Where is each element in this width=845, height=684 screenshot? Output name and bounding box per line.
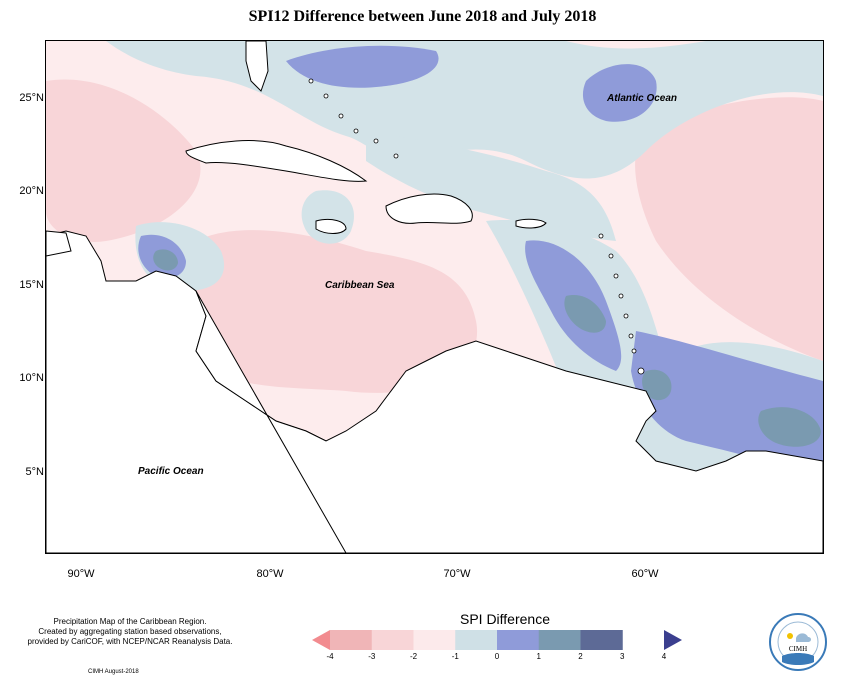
land-puerto-rico [515, 218, 547, 229]
map-panel [45, 40, 824, 554]
spi-band-pos1-atlantic [582, 64, 657, 122]
legend-tick-label: 2 [578, 652, 583, 661]
lat-label-25n: 25°N [19, 92, 44, 104]
map-title: SPI12 Difference between June 2018 and J… [248, 8, 597, 25]
spi-band-pos2-honduras [153, 249, 178, 271]
legend-tick-label: 0 [494, 652, 500, 661]
lat-label-20n: 20°N [19, 185, 44, 197]
spi-band-pos1-guianas [631, 331, 823, 481]
ocean-label-atlantic: Atlantic Ocean [607, 93, 678, 104]
legend-title: SPI Difference [459, 611, 550, 627]
cimh-logo: CIMH [768, 612, 828, 672]
legend-swatch [330, 630, 373, 650]
cimh-logo-icon: CIMH [769, 613, 827, 671]
land-lesser-antilles [598, 233, 645, 375]
lon-label-60w: 60°W [631, 568, 659, 580]
footer-note: Precipitation Map of the Caribbean Regio… [10, 617, 250, 647]
spi-band-pos2-east [564, 295, 606, 333]
legend-tick-label: -4 [326, 652, 334, 661]
legend-swatch [371, 630, 414, 650]
ocean-label-caribbean: Caribbean Sea [325, 280, 395, 291]
spi-band-pos2-trinidad [642, 369, 672, 401]
legend-swatch [538, 630, 581, 650]
legend-colorbar [312, 630, 682, 650]
legend-swatch [413, 630, 456, 650]
legend-arrow-high [664, 630, 682, 650]
spi-band-neg1-caribbean [196, 230, 478, 393]
lat-label-15n: 15°N [19, 279, 44, 291]
legend-tick-label: 3 [620, 652, 625, 661]
lon-label-70w: 70°W [443, 568, 471, 580]
ocean-label-pacific: Pacific Ocean [138, 466, 204, 477]
spi-band-pos2-guianas [758, 407, 821, 447]
footer-note-line-3: provided by CariCOF, with NCEP/NCAR Rean… [27, 637, 233, 646]
legend-swatch [580, 630, 623, 650]
land-south-america [195, 290, 823, 553]
legend-tick-label: 1 [536, 652, 541, 661]
land-hispaniola [385, 193, 473, 224]
lat-label-10n: 10°N [19, 372, 44, 384]
spi-band-neg1-gulf [46, 79, 201, 242]
footer-credit: CIMH August-2018 [88, 669, 139, 675]
legend-tick-label: -1 [451, 652, 459, 661]
legend-arrow-low [312, 630, 330, 650]
land-bahamas [308, 78, 399, 159]
land-florida [245, 41, 269, 92]
legend-tick-label: -2 [409, 652, 418, 661]
land-cuba [185, 140, 368, 182]
spi-map [46, 41, 823, 553]
land-jamaica [315, 218, 347, 234]
legend-tick-label: 4 [661, 652, 667, 661]
spi-band-pos0-antilles [366, 131, 616, 241]
spi-band-neg1-atlantic [635, 97, 823, 361]
land-yucatan [46, 230, 72, 257]
legend-swatch [497, 630, 540, 650]
footer-note-line-1: Precipitation Map of the Caribbean Regio… [53, 617, 207, 626]
spi-band-pos1-bahamas [286, 45, 439, 88]
logo-text: CIMH [789, 645, 807, 653]
lon-label-90w: 90°W [67, 568, 95, 580]
legend-swatch [455, 630, 498, 650]
footer-note-line-2: Created by aggregating station based obs… [38, 627, 222, 636]
lon-label-80w: 80°W [256, 568, 284, 580]
lat-label-5n: 5°N [25, 466, 44, 478]
legend-tick-label: -3 [368, 652, 376, 661]
